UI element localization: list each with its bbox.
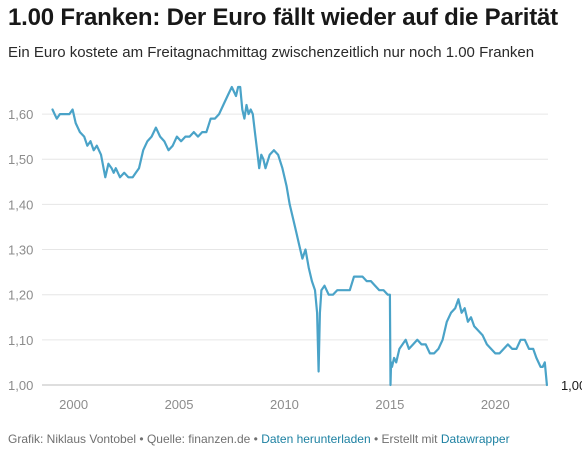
footer-source: Quelle: finanzen.de [146,432,251,446]
footer: Grafik: Niklaus Vontobel • Quelle: finan… [8,432,510,446]
gridlines [42,113,548,386]
y-tick-label: 1,00 [8,378,33,393]
chart-subtitle: Ein Euro kostete am Freitagnachmittag zw… [8,44,535,61]
series-group [51,85,549,387]
y-tick-label: 1,10 [8,333,33,348]
x-tick-label: 2005 [165,397,194,412]
x-tick-label: 2020 [481,397,510,412]
footer-credit: Grafik: Niklaus Vontobel [8,432,137,446]
y-axis-labels: 1,00 1,10 1,20 1,30 1,40 1,50 1,60 [8,107,33,393]
chart-title: 1.00 Franken: Der Euro fällt wieder auf … [8,4,558,31]
line-chart: 1,00 1,10 1,20 1,30 1,40 1,50 1,60 2000 2005 201… [8,85,582,412]
footer-separator: • [370,432,382,446]
y-tick-label: 1,30 [8,243,33,258]
end-value-label: 1,00 [561,378,582,393]
x-axis-labels: 2000 2005 2010 2015 2020 [59,397,510,412]
y-tick-label: 1,60 [8,107,33,122]
footer-separator: • [136,432,147,446]
series-line [51,85,549,387]
datawrapper-link[interactable]: Datawrapper [440,432,510,446]
footer-separator: • [250,432,262,446]
x-tick-label: 2015 [375,397,404,412]
download-data-link[interactable]: Daten herunterladen [261,432,371,446]
x-tick-label: 2000 [59,397,88,412]
x-tick-label: 2010 [270,397,299,412]
y-tick-label: 1,20 [8,288,33,303]
y-tick-label: 1,50 [8,152,33,167]
footer-made-with: Erstellt mit [381,432,441,446]
y-tick-label: 1,40 [8,197,33,212]
